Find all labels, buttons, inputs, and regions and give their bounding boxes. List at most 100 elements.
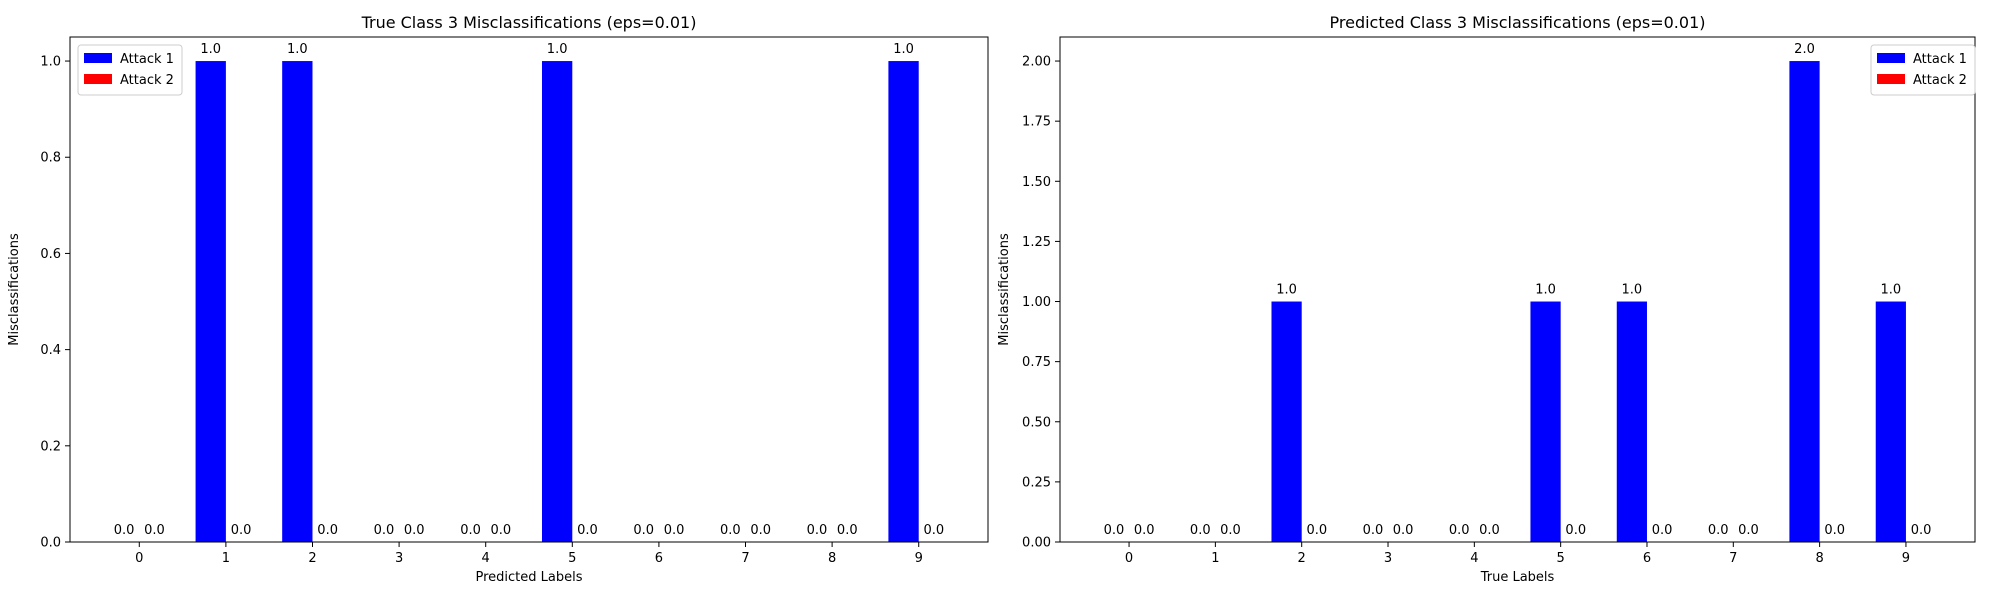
bar-value-label: 0.0 (720, 523, 741, 538)
bar-value-label: 0.0 (1565, 523, 1586, 538)
bar (888, 61, 919, 543)
bar (1789, 61, 1820, 543)
bar-value-label: 0.0 (144, 523, 165, 538)
bar-value-label: 0.0 (1363, 523, 1384, 538)
legend-entry: Attack 2 (1913, 73, 1967, 88)
bar-value-label: 0.0 (114, 523, 135, 538)
bar-value-label: 0.0 (807, 523, 828, 538)
x-tick-label: 3 (1384, 551, 1392, 566)
legend-swatch (1877, 53, 1905, 63)
bar-value-label: 0.0 (1306, 523, 1327, 538)
y-tick-label: 0.25 (1022, 475, 1051, 490)
bar-value-label: 1.0 (1535, 283, 1556, 298)
chart-title: Predicted Class 3 Misclassifications (ep… (1330, 13, 1706, 32)
chart-1: True Class 3 Misclassifications (eps=0.0… (7, 13, 989, 585)
bar-value-label: 2.0 (1794, 42, 1815, 57)
bar-value-label: 0.0 (664, 523, 685, 538)
bar-value-label: 1.0 (1880, 283, 1901, 298)
bar (1530, 301, 1561, 542)
y-axis-label: Misclassifications (997, 233, 1012, 346)
x-tick-label: 8 (828, 551, 836, 566)
bar-value-label: 0.0 (374, 523, 395, 538)
y-tick-label: 1.25 (1022, 235, 1051, 250)
bar-value-label: 0.0 (1479, 523, 1500, 538)
legend: Attack 1 Attack 2 (77, 44, 183, 96)
x-axis-label: True Labels (1480, 570, 1555, 585)
bar-value-label: 0.0 (1911, 523, 1932, 538)
bar-value-label: 0.0 (577, 523, 598, 538)
bar-value-label: 1.0 (1276, 283, 1297, 298)
bar-value-label: 0.0 (1738, 523, 1759, 538)
bar-value-label: 0.0 (460, 523, 481, 538)
bar-value-label: 0.0 (1708, 523, 1729, 538)
bar-value-label: 0.0 (1393, 523, 1414, 538)
y-tick-label: 0.4 (40, 343, 61, 358)
legend-swatch (84, 53, 112, 63)
y-axis-label: Misclassifications (7, 233, 22, 346)
bar (1875, 301, 1906, 542)
y-tick-label: 0.00 (1022, 536, 1051, 551)
x-tick-label: 2 (1298, 551, 1306, 566)
bar-value-label: 1.0 (547, 42, 568, 57)
x-tick-label: 7 (1729, 551, 1737, 566)
bar (1271, 301, 1302, 542)
x-tick-label: 6 (1643, 551, 1651, 566)
bar-value-label: 0.0 (1449, 523, 1470, 538)
y-tick-label: 2.00 (1022, 55, 1051, 70)
x-tick-label: 9 (915, 551, 923, 566)
y-tick-label: 0.2 (40, 439, 61, 454)
x-tick-label: 5 (1557, 551, 1565, 566)
x-tick-label: 6 (655, 551, 663, 566)
legend: Attack 1 Attack 2 (1870, 44, 1976, 96)
bar (282, 61, 313, 543)
y-tick-label: 1.50 (1022, 175, 1051, 190)
bar-value-label: 0.0 (1104, 523, 1125, 538)
x-tick-label: 1 (1211, 551, 1219, 566)
bar-value-label: 0.0 (837, 523, 858, 538)
y-tick-label: 0.8 (40, 151, 61, 166)
y-tick-label: 0.6 (40, 247, 61, 262)
plot-frame (1059, 36, 1976, 543)
x-tick-label: 0 (135, 551, 143, 566)
x-tick-label: 3 (395, 551, 403, 566)
x-tick-label: 4 (1470, 551, 1478, 566)
y-tick-label: 1.00 (1022, 295, 1051, 310)
x-tick-label: 0 (1125, 551, 1133, 566)
legend-swatch (1877, 74, 1905, 84)
bar-value-label: 0.0 (924, 523, 945, 538)
y-tick-label: 0.75 (1022, 355, 1051, 370)
bar-value-label: 0.0 (1824, 523, 1845, 538)
bar-value-label: 0.0 (1190, 523, 1211, 538)
bar (1616, 301, 1647, 542)
bar-value-label: 0.0 (404, 523, 425, 538)
bar-value-label: 0.0 (633, 523, 654, 538)
x-tick-label: 2 (308, 551, 316, 566)
x-tick-label: 8 (1815, 551, 1823, 566)
x-axis-label: Predicted Labels (475, 570, 582, 585)
x-tick-label: 9 (1902, 551, 1910, 566)
bar (195, 61, 226, 543)
bar-value-label: 0.0 (1134, 523, 1155, 538)
bar-value-label: 1.0 (893, 42, 914, 57)
x-tick-label: 4 (482, 551, 490, 566)
y-tick-label: 0.0 (40, 536, 61, 551)
plot-frame (69, 36, 989, 543)
chart-2: Predicted Class 3 Misclassifications (ep… (997, 13, 1976, 585)
y-tick-label: 0.50 (1022, 415, 1051, 430)
bar-value-label: 1.0 (1622, 283, 1643, 298)
chart-title: True Class 3 Misclassifications (eps=0.0… (361, 13, 697, 32)
bar-value-label: 1.0 (287, 42, 308, 57)
bar-value-label: 0.0 (491, 523, 512, 538)
legend-entry: Attack 2 (120, 73, 174, 88)
legend-entry: Attack 1 (1913, 52, 1967, 67)
x-tick-label: 7 (741, 551, 749, 566)
legend-entry: Attack 1 (120, 52, 174, 67)
bar-value-label: 1.0 (200, 42, 221, 57)
x-tick-label: 5 (568, 551, 576, 566)
bar-value-label: 0.0 (317, 523, 338, 538)
y-tick-label: 1.0 (40, 55, 61, 70)
y-tick-label: 1.75 (1022, 115, 1051, 130)
bar-value-label: 0.0 (1652, 523, 1673, 538)
x-tick-label: 1 (222, 551, 230, 566)
